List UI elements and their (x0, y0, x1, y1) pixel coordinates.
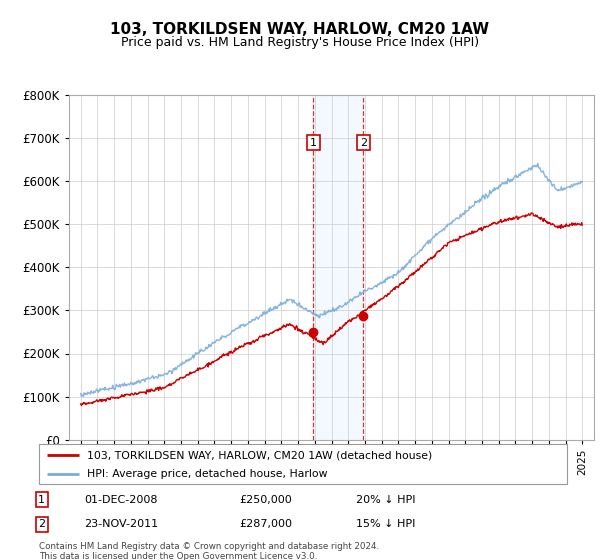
Text: £250,000: £250,000 (239, 494, 292, 505)
Text: 1: 1 (310, 138, 317, 147)
Text: Price paid vs. HM Land Registry's House Price Index (HPI): Price paid vs. HM Land Registry's House … (121, 36, 479, 49)
Bar (313, 95, 363, 440)
FancyBboxPatch shape (39, 444, 567, 484)
Text: 1: 1 (38, 494, 45, 505)
Text: 20% ↓ HPI: 20% ↓ HPI (356, 494, 415, 505)
Text: 15% ↓ HPI: 15% ↓ HPI (356, 519, 415, 529)
Text: Contains HM Land Registry data © Crown copyright and database right 2024.
This d: Contains HM Land Registry data © Crown c… (39, 542, 379, 560)
Text: 01-DEC-2008: 01-DEC-2008 (84, 494, 157, 505)
Text: £287,000: £287,000 (239, 519, 293, 529)
Text: 103, TORKILDSEN WAY, HARLOW, CM20 1AW: 103, TORKILDSEN WAY, HARLOW, CM20 1AW (110, 22, 490, 38)
Text: 2: 2 (38, 519, 45, 529)
Text: 103, TORKILDSEN WAY, HARLOW, CM20 1AW (detached house): 103, TORKILDSEN WAY, HARLOW, CM20 1AW (d… (86, 450, 432, 460)
Text: HPI: Average price, detached house, Harlow: HPI: Average price, detached house, Harl… (86, 469, 327, 479)
Text: 2: 2 (360, 138, 367, 147)
Text: 23-NOV-2011: 23-NOV-2011 (84, 519, 158, 529)
